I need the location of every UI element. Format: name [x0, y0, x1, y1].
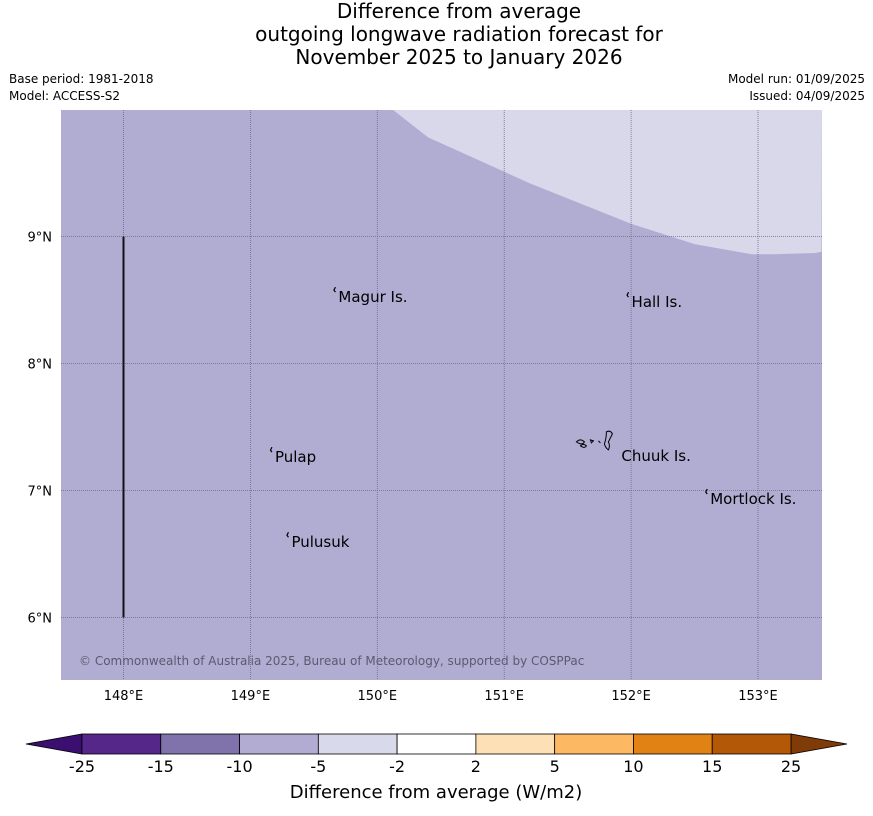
map-panel: Magur Is. Hall Is. Pulap Chuuk Is. Mortlock … [28, 110, 822, 704]
island-outline [575, 439, 586, 445]
colorbar-tick-label: 5 [550, 757, 560, 776]
colorbar-swatch [633, 733, 713, 755]
colorbar-tick-label: 25 [781, 757, 801, 776]
title-line-2: outgoing longwave radiation forecast for [255, 22, 663, 46]
colorbar-swatch [711, 733, 792, 755]
place-label: Magur Is. [338, 288, 407, 306]
colorbar-tick-label: -25 [69, 757, 95, 776]
colorbar-swatch [475, 733, 556, 755]
island-outline [579, 443, 588, 448]
island-outline [603, 430, 613, 451]
map-title: Difference from average outgoing longwav… [0, 0, 873, 69]
copyright-notice: © Commonwealth of Australia 2025, Bureau… [79, 654, 584, 668]
base-period: Base period: 1981-2018 [9, 72, 154, 86]
y-tick-label: 9°N [28, 231, 53, 246]
chuuk-lagoon-islands [575, 430, 613, 451]
colorbar-swatch [239, 733, 319, 755]
colorbar-tick-label: 2 [471, 757, 481, 776]
place-label: Hall Is. [632, 293, 683, 311]
colorbar-extend-high [790, 733, 848, 755]
colorbar-tick-label: -5 [310, 757, 326, 776]
colorbar-swatch [160, 733, 240, 755]
island-marker [333, 286, 336, 293]
colorbar-tick-label: 15 [702, 757, 722, 776]
island-outline [589, 439, 595, 444]
x-tick-label: 148°E [104, 689, 144, 704]
meta-left: Base period: 1981-2018 Model: ACCESS-S2 [9, 71, 154, 105]
colorbar-tick-label: -10 [226, 757, 252, 776]
place-label: Pulap [275, 448, 316, 466]
island-marker [705, 488, 708, 495]
colorbar-swatch [554, 733, 634, 755]
model-name: Model: ACCESS-S2 [9, 89, 121, 103]
title-line-3: November 2025 to January 2026 [295, 45, 623, 69]
x-tick-label: 152°E [611, 689, 651, 704]
x-tick-label: 150°E [358, 689, 398, 704]
x-tick-label: 149°E [231, 689, 271, 704]
colorbar-tick-label: -15 [148, 757, 174, 776]
meta-right: Model run: 01/09/2025 Issued: 04/09/2025 [728, 71, 865, 105]
y-tick-label: 8°N [28, 358, 53, 373]
colorbar-title: Difference from average (W/m2) [290, 782, 582, 803]
map-contents: Magur Is. Hall Is. Pulap Chuuk Is. Mortlock … [61, 110, 822, 680]
island-outline [598, 440, 601, 444]
colorbar-extend-low [25, 733, 83, 755]
y-tick-label: 6°N [28, 612, 53, 627]
colorbar-tick-label: 10 [623, 757, 643, 776]
place-label: Chuuk Is. [621, 447, 690, 465]
anomaly-fill-minus5-to-minus2 [393, 110, 822, 255]
y-tick-label: 7°N [28, 485, 53, 500]
colorbar-swatch [81, 733, 162, 755]
issued-date: Issued: 04/09/2025 [749, 89, 865, 103]
x-tick-label: 153°E [738, 689, 778, 704]
island-marker [269, 446, 273, 453]
place-label: Pulusuk [291, 533, 349, 551]
place-label: Mortlock Is. [710, 490, 796, 508]
colorbar-tick-label: -2 [389, 757, 405, 776]
island-marker [286, 531, 290, 538]
x-tick-label: 151°E [484, 689, 524, 704]
colorbar-swatch [396, 733, 477, 755]
model-run: Model run: 01/09/2025 [727, 72, 865, 86]
island-marker [626, 291, 630, 298]
title-line-1: Difference from average [336, 0, 582, 23]
colorbar-swatch [317, 733, 398, 755]
